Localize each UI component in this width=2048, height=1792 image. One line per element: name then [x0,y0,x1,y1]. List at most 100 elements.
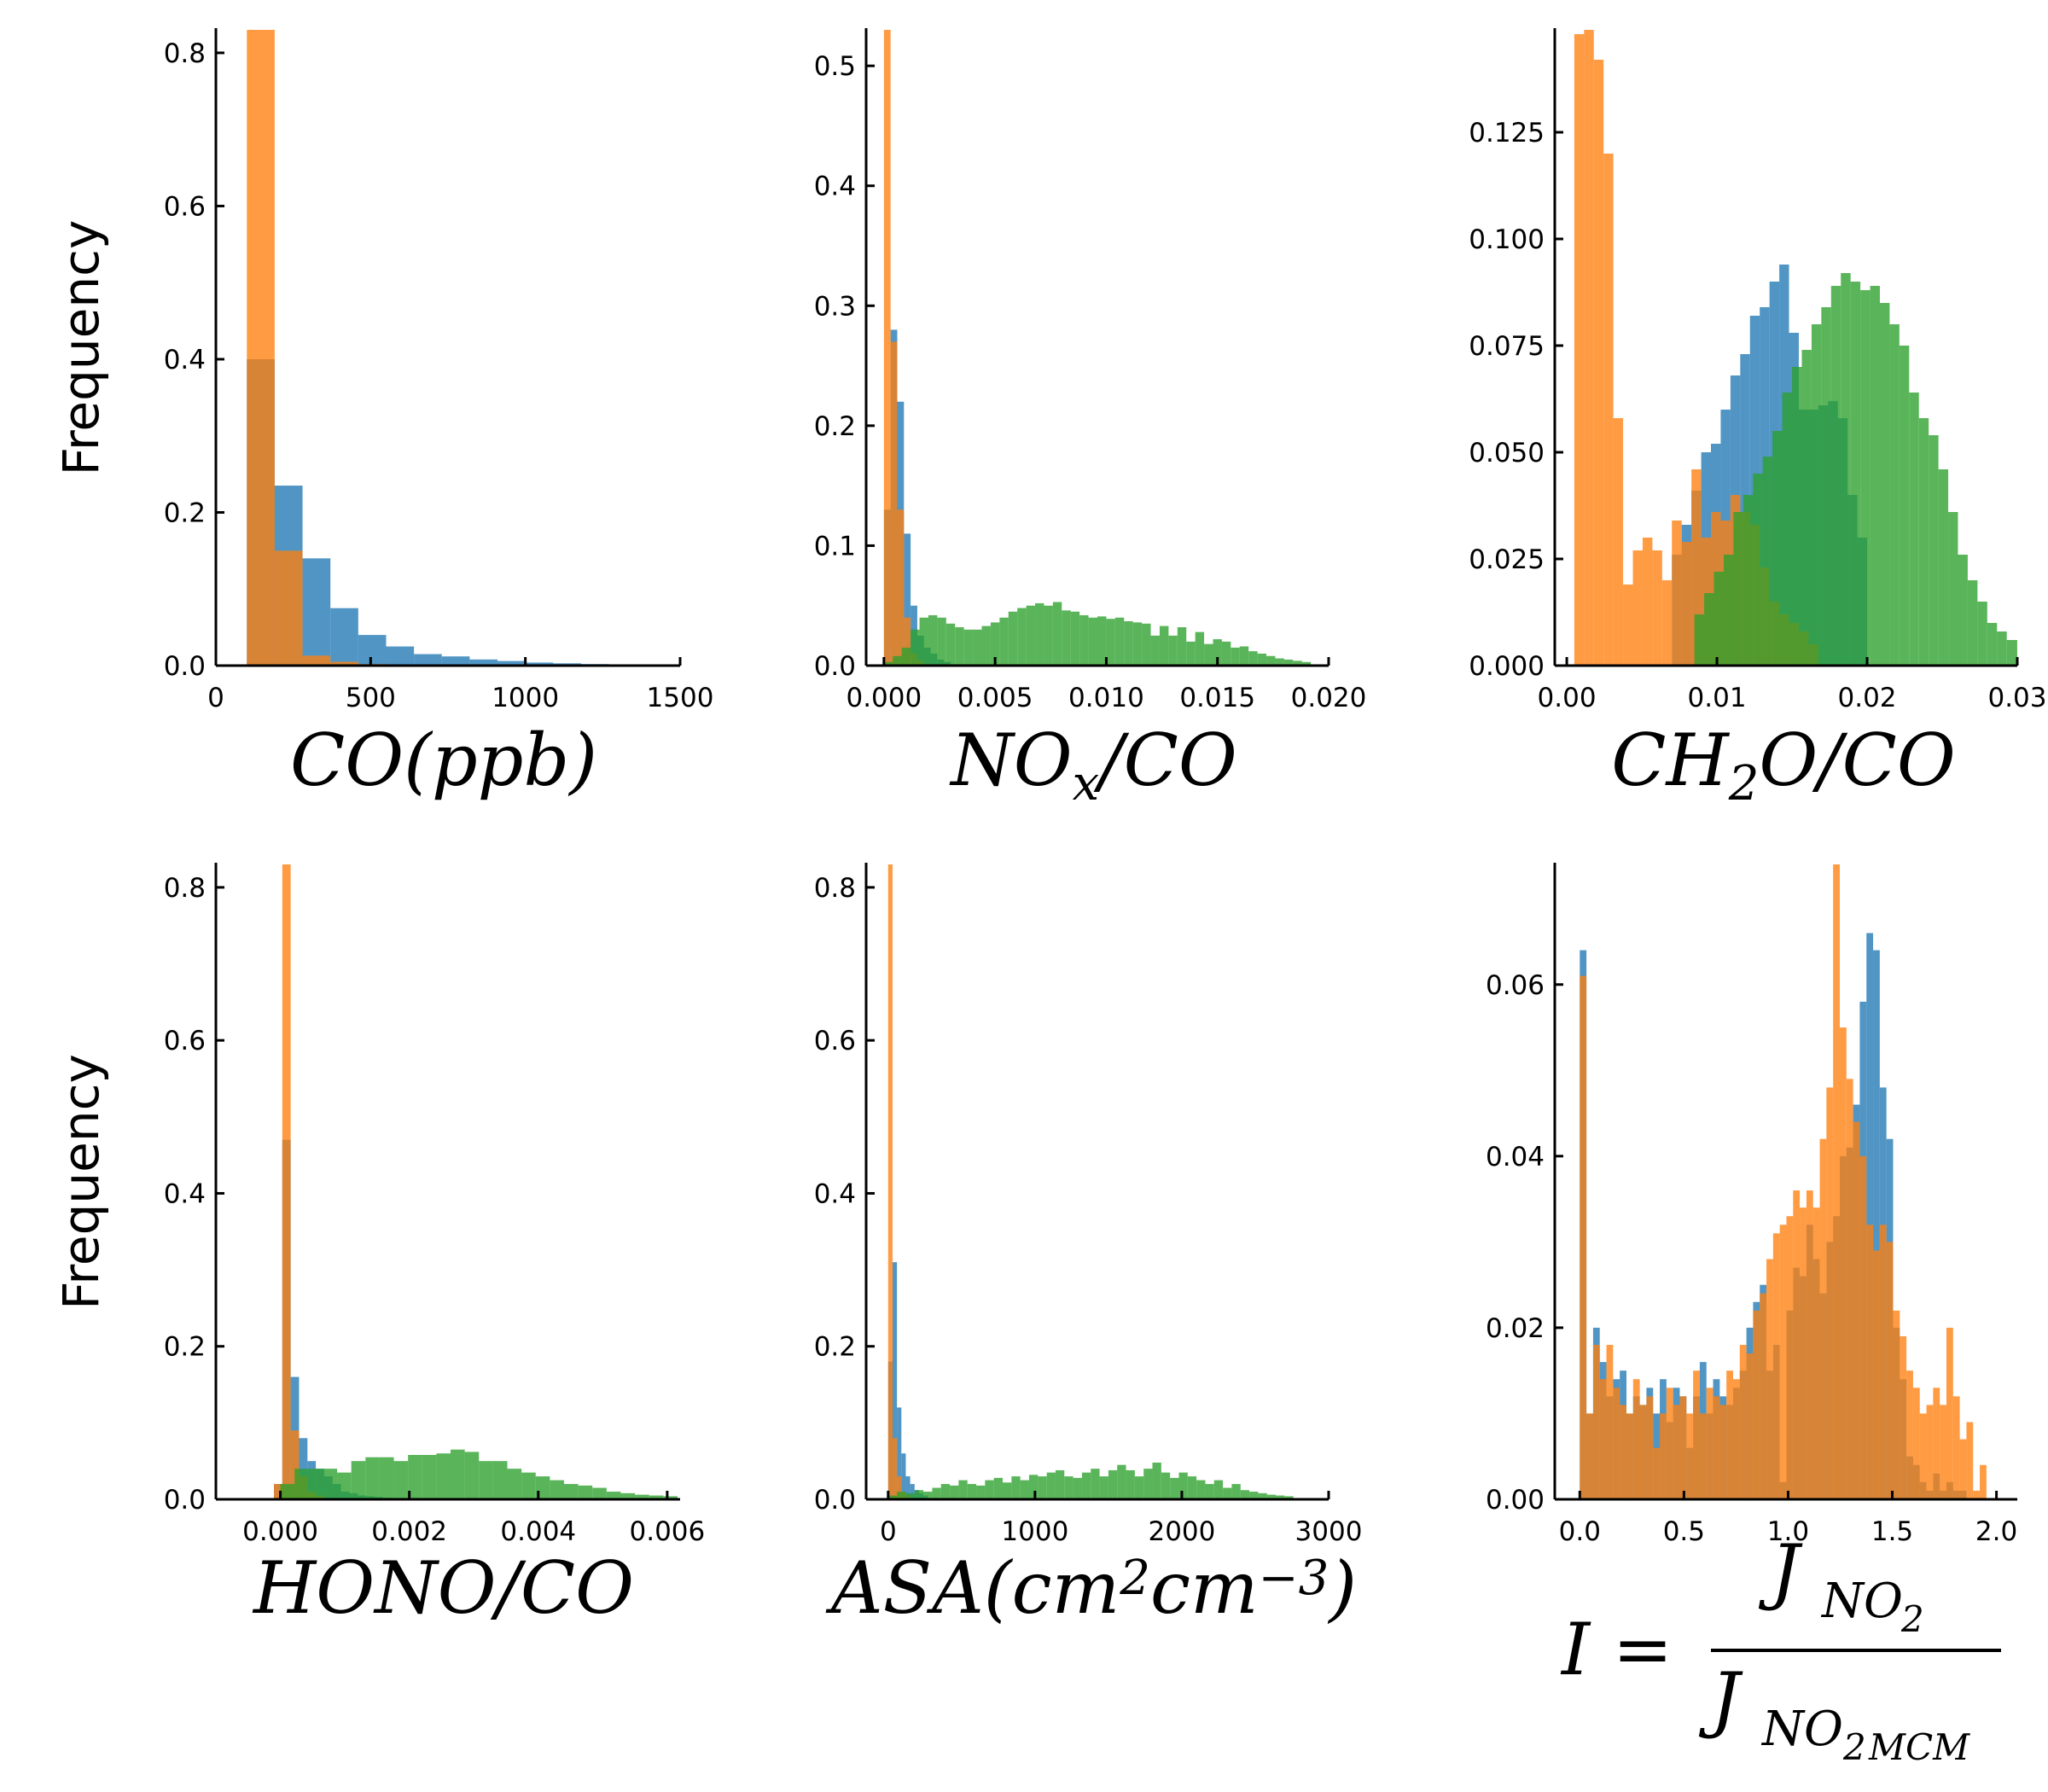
panel-hono: 0.000 0.002 0.004 0.006 0.0 0.2 0.4 0.6 0.8 Frequ… [52,863,705,1630]
bar [905,1492,915,1499]
bar [999,617,1009,666]
bar [945,623,956,666]
bar [1168,635,1178,666]
x-tick-label: 0.02 [1838,683,1897,713]
bar [1660,1413,1667,1499]
bar [887,1495,898,1499]
bar [1906,1370,1913,1499]
series-green [280,1449,678,1499]
x-tick-label: 1.5 [1871,1516,1913,1547]
bar [883,661,893,666]
bar [1743,495,1754,666]
bar [1938,469,1949,666]
x-tick-label: 500 [346,683,396,713]
bar [1681,542,1692,666]
bar [1266,655,1276,666]
bar [1293,660,1302,666]
y-tick-label: 0.4 [164,345,206,375]
bar [1753,1310,1760,1499]
y-axis-label: Frequency [52,1054,110,1310]
bar [919,617,928,666]
bar [911,629,920,666]
bar [1870,286,1880,666]
bar [1873,950,1880,1499]
bar [1826,1087,1834,1499]
bar [280,1484,295,1499]
bar [1196,1480,1206,1499]
bar [1933,1388,1940,1499]
bar [1052,602,1062,666]
bar [1584,30,1594,666]
bar [1178,1472,1188,1499]
bar [1205,1484,1214,1499]
bar [1879,303,1890,666]
y-tick-label: 0.2 [164,497,206,528]
y-tick-label: 0.075 [1469,331,1545,362]
bar [1948,512,1958,666]
bar [521,1472,536,1499]
x-label-den-j: J [1698,1657,1743,1741]
bar [1249,1492,1259,1499]
bar [1038,1476,1047,1499]
bar [1079,614,1089,666]
bar [1586,1413,1593,1499]
bar [497,660,526,666]
bar [1958,555,1968,666]
bar [308,1469,323,1499]
bar [1879,1225,1887,1499]
bar [1177,627,1187,666]
y-tick-label: 0.4 [814,172,856,202]
bar [1186,641,1196,666]
bar [1011,1476,1021,1499]
bar [1626,1413,1633,1499]
bar [1653,1447,1661,1499]
bar [1929,435,1939,666]
bar [1762,457,1773,666]
bar [1946,1327,1953,1499]
bar [1623,585,1633,666]
bar [1859,1155,1867,1499]
x-tick-label: 0.0 [1559,1516,1601,1547]
bar [973,629,982,666]
bar [1257,653,1267,666]
bar [479,1461,493,1499]
x-tick-label: 0.010 [1068,683,1144,713]
bar [1739,1345,1747,1499]
series-orange [1580,864,1987,1499]
y-tick-label: 0.2 [164,1332,206,1363]
bar [955,627,964,666]
bar [1704,593,1714,666]
bar [985,1480,994,1499]
x-tick-label: 3000 [1295,1516,1363,1547]
bar [1713,572,1724,666]
bar [274,550,303,666]
bar [892,1438,898,1499]
bar [1772,431,1783,666]
bar [290,1430,300,1499]
y-tick-label: 0.0 [814,651,856,682]
y-tick-label: 0.06 [1486,970,1545,1001]
x-tick-label: 1000 [492,683,559,713]
bar [1213,639,1222,666]
bar [469,659,498,666]
y-tick-label: 0.0 [164,1485,206,1516]
bar [932,1487,941,1499]
bar [1213,1480,1224,1499]
bar [1035,602,1044,666]
bar [1003,1482,1012,1499]
bar [1170,1477,1179,1499]
y-tick-label: 0.04 [1486,1142,1545,1172]
bar [1966,1422,1974,1499]
bar [897,1492,906,1499]
bar [1159,625,1169,666]
bar [525,662,554,666]
y-tick-label: 0.050 [1469,438,1545,468]
bar [649,1495,664,1499]
bar [247,30,275,666]
bar [1753,474,1763,666]
bar [1284,1496,1294,1499]
bar [1706,1388,1713,1499]
bar [1275,658,1284,666]
